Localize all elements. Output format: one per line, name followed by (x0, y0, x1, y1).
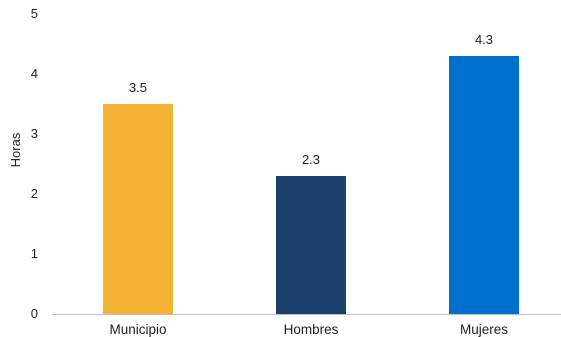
y-axis-ticks: 0 1 2 3 4 5 (31, 6, 38, 321)
category-label-hombres: Hombres (284, 322, 339, 337)
category-label-mujeres: Mujeres (460, 322, 508, 337)
y-tick-label: 3 (31, 126, 38, 141)
y-tick-label: 2 (31, 186, 38, 201)
bar-hombres (276, 176, 346, 314)
y-tick-label: 1 (31, 246, 38, 261)
value-label-hombres: 2.3 (302, 152, 320, 167)
bars-group (103, 56, 519, 314)
bar-municipio (103, 104, 173, 314)
value-label-municipio: 3.5 (129, 80, 147, 95)
y-tick-label: 5 (31, 6, 38, 21)
bar-mujeres (449, 56, 519, 314)
value-labels-group: 3.5 2.3 4.3 (129, 32, 493, 167)
y-tick-label: 4 (31, 66, 38, 81)
y-axis-title: Horas (8, 132, 23, 167)
category-label-municipio: Municipio (109, 322, 166, 337)
y-tick-label: 0 (31, 306, 38, 321)
category-labels-group: Municipio Hombres Mujeres (109, 322, 508, 337)
value-label-mujeres: 4.3 (475, 32, 493, 47)
